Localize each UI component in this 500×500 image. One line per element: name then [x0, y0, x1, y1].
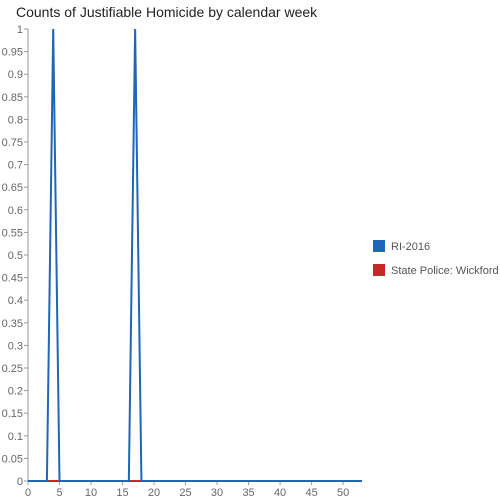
y-tick-label: 0.8: [8, 114, 23, 126]
y-tick-label: 0.2: [8, 386, 23, 398]
y-tick-label: 0.95: [2, 47, 23, 59]
y-tick-label: 0.6: [8, 205, 23, 217]
x-tick-label: 45: [305, 487, 317, 499]
x-tick-label: 0: [25, 487, 31, 499]
y-tick-label: 0.9: [8, 69, 23, 81]
y-tick-label: 0.85: [2, 92, 23, 104]
series-layer: [28, 28, 362, 482]
y-tick-label: 0.25: [2, 363, 23, 375]
x-tick-label: 40: [274, 487, 286, 499]
y-tick-label: 0.4: [8, 295, 23, 307]
legend-label: State Police: Wickford: [391, 265, 499, 277]
x-tick-label: 15: [116, 487, 128, 499]
chart-title: Counts of Justifiable Homicide by calend…: [16, 4, 318, 20]
x-axis: 0 5 10 15 20 25 30 35 40 45 50: [25, 480, 362, 499]
y-axis: 0 0.05 0.1 0.15 0.2 0.25 0.3 0.35 0.4 0.45 0.5 0.55…: [2, 24, 29, 488]
y-tick-label: 0.65: [2, 182, 23, 194]
y-tick-label: 0.05: [2, 453, 23, 465]
y-tick-label: 0.5: [8, 250, 23, 262]
x-tick-label: 50: [337, 487, 349, 499]
y-tick-label: 0.3: [8, 340, 23, 352]
y-tick-label: 0.75: [2, 137, 23, 149]
y-tick-label: 0.15: [2, 408, 23, 420]
x-tick-label: 30: [211, 487, 223, 499]
x-tick-label: 5: [56, 487, 62, 499]
x-tick-label: 35: [242, 487, 254, 499]
legend-swatch: [373, 240, 385, 252]
y-tick-label: 0.55: [2, 227, 23, 239]
x-tick-label: 25: [179, 487, 191, 499]
x-tick-label: 10: [85, 487, 97, 499]
y-tick-label: 1: [17, 24, 23, 36]
y-tick-label: 0.35: [2, 318, 23, 330]
y-tick-label: 0.45: [2, 273, 23, 285]
y-tick-label: 0: [17, 476, 23, 488]
legend: RI-2016 State Police: Wickford: [373, 240, 499, 277]
x-tick-label: 20: [148, 487, 160, 499]
series-line-ri-2016: [28, 28, 362, 482]
y-tick-label: 0.1: [8, 431, 23, 443]
y-tick-label: 0.7: [8, 160, 23, 172]
legend-label: RI-2016: [391, 241, 430, 253]
legend-swatch: [373, 264, 385, 276]
